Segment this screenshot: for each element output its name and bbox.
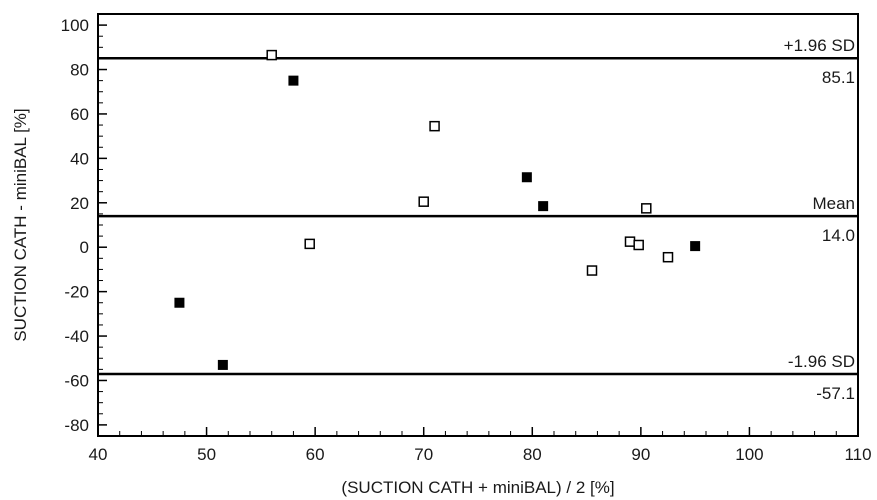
- filled-square-point: [521, 172, 532, 183]
- y-axis-label: SUCTION CATH - miniBAL [%]: [11, 108, 30, 341]
- reference-line-value: -57.1: [816, 384, 855, 403]
- filled-square-point: [217, 359, 228, 370]
- reference-line-value: 85.1: [822, 68, 855, 87]
- y-tick-label: -80: [64, 416, 89, 435]
- filled-square-point: [174, 297, 185, 308]
- open-square-point: [586, 265, 598, 276]
- open-square-point: [418, 196, 429, 207]
- x-tick-label: 90: [631, 445, 650, 464]
- reference-line-label: -1.96 SD: [788, 352, 855, 371]
- y-tick-label: 20: [70, 194, 89, 213]
- filled-square-point: [690, 241, 701, 252]
- filled-square-point: [288, 75, 299, 86]
- x-tick-label: 50: [197, 445, 216, 464]
- x-tick-label: 40: [89, 445, 108, 464]
- x-tick-label: 100: [735, 445, 763, 464]
- open-square-point: [633, 239, 644, 251]
- y-tick-label: -40: [64, 327, 89, 346]
- reference-line-label: +1.96 SD: [784, 36, 855, 55]
- y-tick-label: -60: [64, 371, 89, 390]
- x-tick-label: 110: [844, 445, 871, 464]
- filled-square-point: [538, 201, 549, 212]
- x-axis-label: (SUCTION CATH + miniBAL) / 2 [%]: [341, 478, 614, 497]
- open-square-point: [624, 236, 636, 247]
- x-tick-label: 60: [306, 445, 325, 464]
- plot-frame: [97, 13, 859, 437]
- reference-lines: +1.96 SD 85.1 Mean 14.0 -1.96 SD -57.1: [98, 36, 858, 403]
- y-tick-label: 40: [70, 149, 89, 168]
- data-points: [174, 49, 701, 370]
- y-tick-label: 80: [70, 61, 89, 80]
- reference-line-value: 14.0: [822, 226, 855, 245]
- y-tick-label: 60: [70, 105, 89, 124]
- open-square-point: [429, 120, 440, 132]
- open-square-point: [304, 238, 315, 250]
- reference-line-label: Mean: [812, 194, 855, 213]
- axis-ticks: 40 50 60 70 80 90 100 110 -80 -60 -40 -20 0 20 40 60 80 1…: [61, 16, 872, 464]
- open-square-point: [266, 49, 277, 61]
- open-square-point: [662, 251, 674, 263]
- x-tick-label: 70: [414, 445, 433, 464]
- x-tick-label: 80: [523, 445, 542, 464]
- open-square-point: [641, 203, 652, 214]
- y-tick-label: -20: [64, 283, 89, 302]
- y-tick-label: 100: [61, 16, 89, 35]
- y-tick-label: 0: [80, 238, 89, 257]
